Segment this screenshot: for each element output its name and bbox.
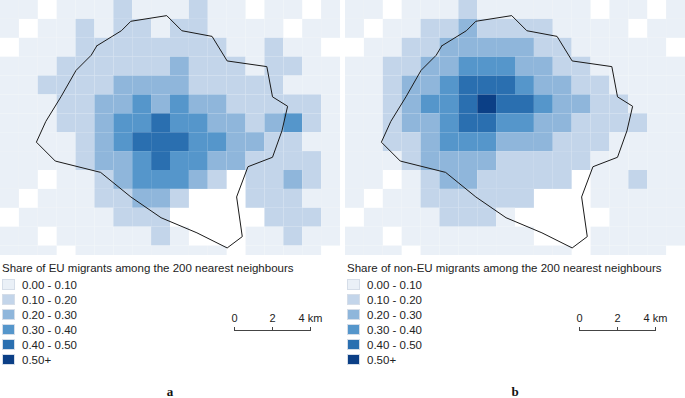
html-text:0.50+: 0.50+	[367, 353, 397, 366]
html-text:0.30 - 0.40: 0.30 - 0.40	[22, 323, 77, 336]
html-text:a: a	[166, 384, 174, 398]
html-text:0.00 - 0.10: 0.00 - 0.10	[22, 278, 77, 291]
html-text:b: b	[511, 384, 519, 398]
html-text:0.00 - 0.10: 0.00 - 0.10	[367, 278, 422, 291]
html-text:0.40 - 0.50: 0.40 - 0.50	[367, 338, 422, 351]
svg-text:0: 0	[576, 312, 582, 324]
html-text:0.20 - 0.30: 0.20 - 0.30	[22, 308, 77, 321]
html-text:0.40 - 0.50: 0.40 - 0.50	[22, 338, 77, 351]
html-text:0.50+: 0.50+	[22, 353, 52, 366]
svg-text:2: 2	[614, 312, 620, 324]
svg-text:2: 2	[269, 312, 275, 324]
svg-text:4 km: 4 km	[644, 312, 668, 324]
html-text:0.30 - 0.40: 0.30 - 0.40	[367, 323, 422, 336]
html-text:Share of EU migrants among the: Share of EU migrants among the 200 neare…	[2, 262, 294, 274]
html-text:0.10 - 0.20: 0.10 - 0.20	[22, 293, 77, 306]
svg-text:0: 0	[231, 312, 237, 324]
html-text:Share of non-EU migrants among: Share of non-EU migrants among the 200 n…	[347, 262, 662, 274]
html-text:0.20 - 0.30: 0.20 - 0.30	[367, 308, 422, 321]
svg-text:4 km: 4 km	[299, 312, 323, 324]
html-text:0.10 - 0.20: 0.10 - 0.20	[367, 293, 422, 306]
